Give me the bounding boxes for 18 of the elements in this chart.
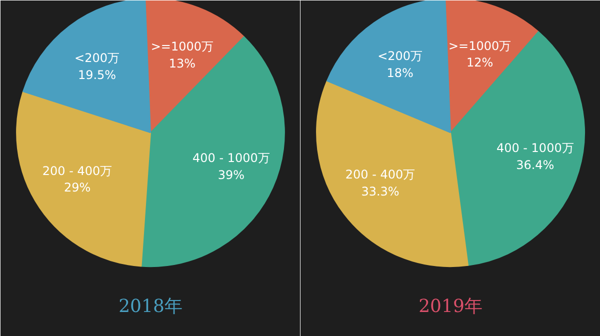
slice-label: 200 - 400万 bbox=[42, 164, 112, 178]
slice-label: 400 - 1000万 bbox=[496, 141, 574, 156]
slice-label: >=1000万 bbox=[448, 38, 512, 53]
text: 2018年 bbox=[118, 296, 182, 317]
slice-label: 200 - 400万 bbox=[345, 168, 416, 182]
data-label: 19.5% bbox=[78, 68, 116, 82]
data-label: 13% bbox=[168, 56, 196, 70]
slice-label: <200万 bbox=[74, 51, 120, 66]
data-label: 36.4% bbox=[516, 158, 554, 172]
data-label: 33.3% bbox=[361, 184, 400, 198]
data-label: 29% bbox=[64, 180, 91, 195]
data-label: 18% bbox=[386, 66, 414, 80]
slice-label: 400 - 1000万 bbox=[192, 151, 270, 166]
slice-label: <200万 bbox=[378, 49, 423, 64]
text: 2019年 bbox=[418, 296, 482, 317]
data-label: 12% bbox=[466, 56, 494, 70]
data-label: 39% bbox=[218, 168, 245, 182]
slice-label: >=1000万 bbox=[150, 40, 214, 54]
